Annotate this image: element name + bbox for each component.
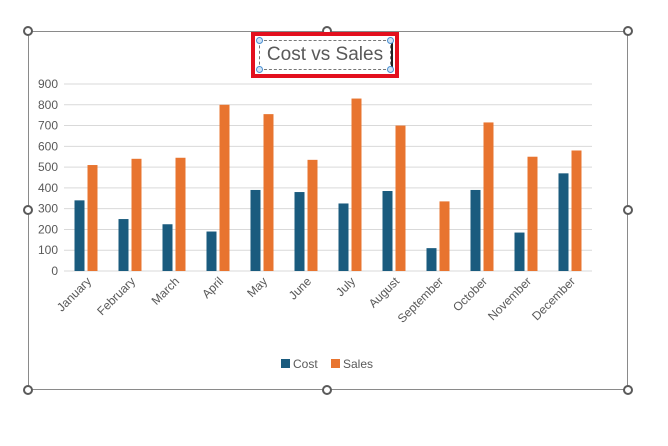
bar-sales-november[interactable] [527,156,538,271]
x-tick-label: August [366,274,403,311]
bar-cost-september[interactable] [426,248,437,271]
resize-handle-middle-left[interactable] [23,205,33,215]
bar-cost-november[interactable] [514,232,525,271]
resize-handle-top-left[interactable] [23,26,33,36]
chart-title-selection[interactable]: Cost vs Sales [251,32,399,78]
x-tick-label: September [395,274,446,325]
legend-swatch-sales [331,359,340,368]
x-tick-label: February [94,274,138,318]
bar-cost-december[interactable] [558,173,569,271]
legend-label-cost[interactable]: Cost [293,357,318,371]
x-tick-label: March [149,274,182,307]
legend-label-sales[interactable]: Sales [343,357,373,371]
title-handle-top-left[interactable] [256,37,263,44]
resize-handle-bottom-left[interactable] [23,385,33,395]
bar-cost-june[interactable] [294,192,305,271]
y-tick-label: 700 [38,119,58,133]
x-tick-label: July [333,274,358,299]
bar-cost-october[interactable] [470,189,481,271]
bar-cost-january[interactable] [74,200,85,271]
chart-title-textbox[interactable]: Cost vs Sales [259,40,391,70]
y-tick-label: 200 [38,222,58,236]
bar-sales-july[interactable] [351,98,362,272]
bar-cost-july[interactable] [338,203,349,271]
y-tick-label: 300 [38,202,58,216]
bar-cost-march[interactable] [162,224,173,271]
x-tick-label: June [286,274,315,303]
x-tick-label: October [450,274,490,314]
chart-title[interactable]: Cost vs Sales [266,44,384,65]
bar-cost-april[interactable] [206,231,217,271]
y-tick-label: 0 [51,264,58,278]
bar-sales-august[interactable] [395,125,406,271]
title-handle-bottom-left[interactable] [256,66,263,73]
resize-handle-middle-right[interactable] [623,205,633,215]
y-tick-label: 400 [38,181,58,195]
y-tick-label: 500 [38,160,58,174]
y-tick-label: 100 [38,243,58,257]
y-tick-label: 900 [38,77,58,91]
x-tick-label: May [244,274,270,300]
bar-sales-january[interactable] [87,165,98,271]
bar-sales-june[interactable] [307,159,318,271]
resize-handle-top-right[interactable] [623,26,633,36]
resize-handle-bottom-right[interactable] [623,385,633,395]
bar-sales-april[interactable] [219,104,230,272]
x-tick-label: April [199,274,226,301]
x-tick-label: January [54,274,94,314]
y-tick-label: 800 [38,98,58,112]
bar-sales-december[interactable] [571,150,582,271]
title-handle-bottom-right[interactable] [387,66,394,73]
bar-sales-march[interactable] [175,157,186,271]
bar-sales-september[interactable] [439,201,450,271]
text-cursor [391,42,393,68]
x-tick-label: November [485,274,534,323]
title-handle-top-right[interactable] [387,37,394,44]
x-tick-label: December [529,274,578,323]
bar-sales-october[interactable] [483,122,494,271]
resize-handle-bottom-center[interactable] [322,385,332,395]
legend-swatch-cost [281,359,290,368]
bar-sales-february[interactable] [131,158,142,271]
bar-sales-may[interactable] [263,114,274,271]
y-tick-label: 600 [38,139,58,153]
bar-cost-august[interactable] [382,191,393,271]
bar-cost-may[interactable] [250,189,261,271]
bar-cost-february[interactable] [118,219,129,271]
